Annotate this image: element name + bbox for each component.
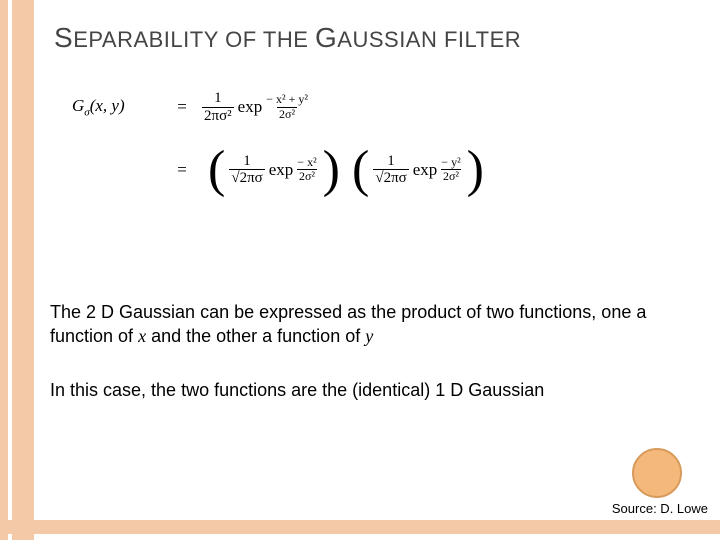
left-paren-icon: ( <box>208 150 225 189</box>
eq-args: (x, y) <box>90 96 125 115</box>
exp-label-2b: exp <box>413 160 438 180</box>
decorative-stripe-bottom <box>0 520 720 534</box>
exp-label-2a: exp <box>269 160 294 180</box>
exp1-den: 2σ² <box>277 107 297 121</box>
frac2a-num: 1 <box>241 153 253 170</box>
exp2b-num: − y² <box>439 156 462 169</box>
exponent-2a: − x² 2σ² <box>295 156 318 183</box>
frac2b-den: √2πσ <box>373 169 408 187</box>
eq-G: G <box>72 96 84 115</box>
title-rest-1: EPARABILITY <box>73 27 218 52</box>
frac2b-num: 1 <box>385 153 397 170</box>
equation-lhs: Gσ(x, y) <box>72 96 162 118</box>
equals-2: = <box>162 160 202 180</box>
frac1-den: 2πσ² <box>202 107 234 125</box>
title-filter: FILTER <box>437 27 521 52</box>
decorative-stripe-outer <box>0 0 8 540</box>
equals-1: = <box>162 97 202 117</box>
paren-term-a: ( 1 √2πσ exp − x² 2σ² ) <box>208 150 340 189</box>
frac2a-den: √2πσ <box>229 169 264 187</box>
title-of-the: OF THE <box>219 27 316 52</box>
paragraph-2: In this case, the two functions are the … <box>50 378 670 402</box>
exp1-num: − x² + y² <box>264 93 310 106</box>
exponent-2b: − y² 2σ² <box>439 156 462 183</box>
exponent-1: − x² + y² 2σ² <box>264 93 310 120</box>
right-paren-icon-2: ) <box>467 150 484 189</box>
right-paren-icon: ) <box>323 150 340 189</box>
exp-label-1: exp <box>238 97 263 117</box>
source-credit: Source: D. Lowe <box>612 501 708 516</box>
fraction-2a: 1 √2πσ <box>229 153 264 187</box>
p1-y: y <box>365 326 373 346</box>
equation-block: Gσ(x, y) = 1 2πσ² exp − x² + y² 2σ² = ( … <box>72 90 632 189</box>
frac1-num: 1 <box>212 90 224 107</box>
paragraph-1: The 2 D Gaussian can be expressed as the… <box>50 300 670 349</box>
left-paren-icon-2: ( <box>352 150 369 189</box>
title-rest-2: AUSSIAN <box>337 27 437 52</box>
decorative-stripe-inner <box>12 0 34 540</box>
title-cap-s: S <box>54 22 73 53</box>
fraction-2b: 1 √2πσ <box>373 153 408 187</box>
exp2b-den: 2σ² <box>441 169 461 183</box>
title-cap-g: G <box>315 22 337 53</box>
equation-line-2: = ( 1 √2πσ exp − x² 2σ² ) ( 1 √ <box>72 150 632 189</box>
p1-x: x <box>138 326 146 346</box>
equation-line-1: Gσ(x, y) = 1 2πσ² exp − x² + y² 2σ² <box>72 90 632 124</box>
exp2a-num: − x² <box>295 156 318 169</box>
paren-term-b: ( 1 √2πσ exp − y² 2σ² ) <box>352 150 484 189</box>
fraction-1: 1 2πσ² <box>202 90 234 124</box>
decorative-circle-icon <box>632 448 682 498</box>
exp2a-den: 2σ² <box>297 169 317 183</box>
p1-b: and the other a function of <box>146 326 365 346</box>
slide-title: SEPARABILITY OF THE GAUSSIAN FILTER <box>54 22 521 54</box>
